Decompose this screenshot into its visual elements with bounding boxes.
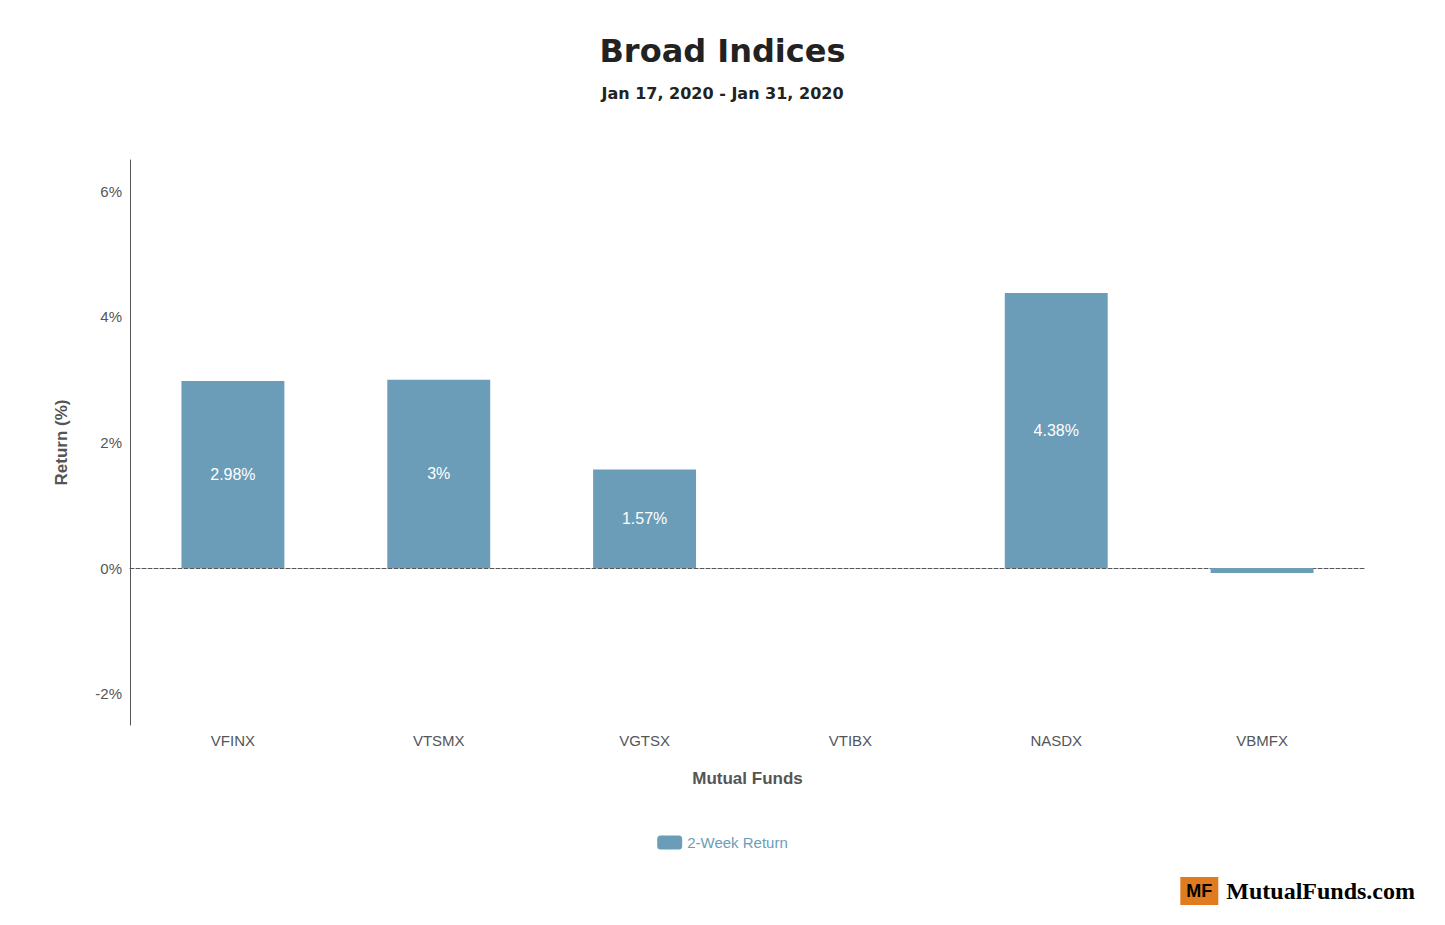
svg-text:VTSMX: VTSMX bbox=[413, 732, 465, 749]
svg-text:MF: MF bbox=[1186, 881, 1212, 901]
svg-text:2.98%: 2.98% bbox=[210, 466, 255, 483]
svg-text:Mutual Funds: Mutual Funds bbox=[692, 769, 802, 788]
svg-text:1.57%: 1.57% bbox=[622, 510, 667, 527]
svg-text:Broad Indices: Broad Indices bbox=[599, 32, 845, 70]
svg-text:VTIBX: VTIBX bbox=[829, 732, 872, 749]
svg-text:3%: 3% bbox=[427, 465, 450, 482]
svg-text:Return (%): Return (%) bbox=[52, 400, 71, 486]
svg-text:0%: 0% bbox=[100, 560, 122, 577]
svg-text:2-Week Return: 2-Week Return bbox=[687, 834, 788, 851]
svg-text:4%: 4% bbox=[100, 308, 122, 325]
svg-text:Jan 17, 2020 - Jan 31, 2020: Jan 17, 2020 - Jan 31, 2020 bbox=[600, 84, 843, 103]
svg-text:MutualFunds: MutualFunds bbox=[1226, 878, 1366, 904]
svg-text:VGTSX: VGTSX bbox=[619, 732, 670, 749]
svg-text:2%: 2% bbox=[100, 434, 122, 451]
svg-text:.com: .com bbox=[1366, 878, 1415, 904]
svg-text:4.38%: 4.38% bbox=[1034, 422, 1079, 439]
svg-text:NASDX: NASDX bbox=[1030, 732, 1082, 749]
svg-text:VFINX: VFINX bbox=[211, 732, 255, 749]
svg-text:VBMFX: VBMFX bbox=[1236, 732, 1288, 749]
svg-text:6%: 6% bbox=[100, 183, 122, 200]
svg-text:-2%: -2% bbox=[95, 685, 122, 702]
